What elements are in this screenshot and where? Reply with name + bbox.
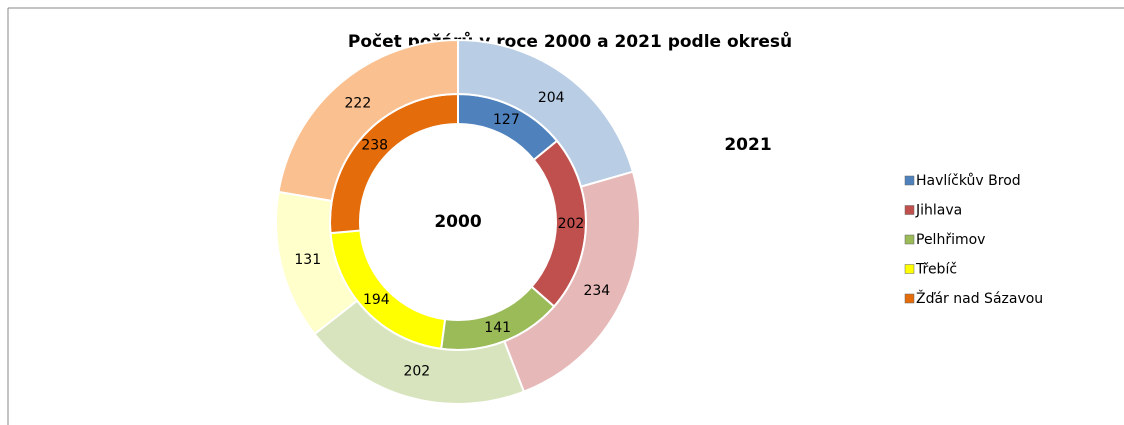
data-label: 194 — [363, 292, 390, 308]
data-label: 131 — [294, 252, 321, 268]
donut-segment — [277, 38, 459, 202]
data-label: 202 — [558, 216, 585, 232]
data-label: 234 — [583, 283, 610, 299]
legend-label: Jihlava — [915, 203, 962, 219]
legend-label: Žďár nad Sázavou — [916, 289, 1043, 307]
legend-label: Třebíč — [915, 262, 957, 278]
data-label: 222 — [345, 96, 372, 112]
legend-label: Pelhřimov — [916, 232, 985, 248]
data-label: 238 — [361, 138, 388, 154]
legend-swatch — [904, 175, 915, 186]
data-label: 202 — [403, 363, 430, 379]
legend-swatch — [904, 264, 915, 274]
series-label: 2021 — [724, 135, 771, 155]
legend-swatch — [904, 205, 915, 215]
legend-swatch — [904, 293, 915, 304]
data-label: 141 — [484, 320, 511, 336]
data-label: 127 — [493, 112, 520, 128]
series-label: 2000 — [434, 212, 481, 232]
legend-swatch — [904, 234, 915, 245]
legend-label: Havlíčkův Brod — [916, 173, 1021, 189]
data-label: 204 — [538, 90, 565, 106]
